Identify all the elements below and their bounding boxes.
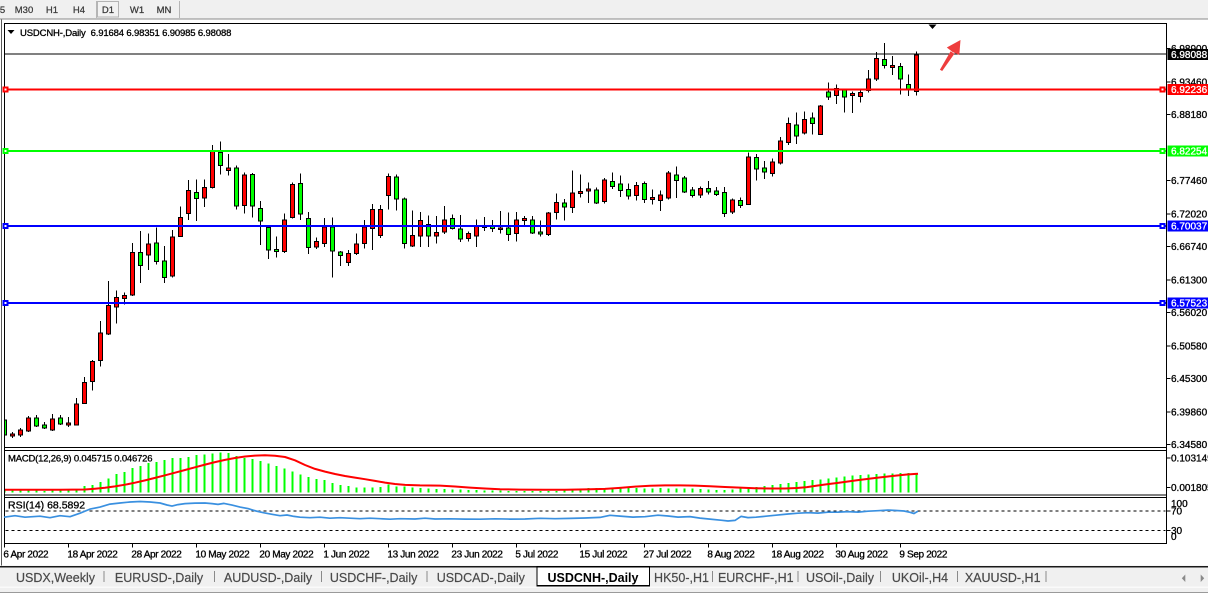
svg-text:1 Jun 2022: 1 Jun 2022 (323, 550, 370, 561)
svg-text:5 Jul 2022: 5 Jul 2022 (515, 550, 558, 561)
svg-text:6.66740: 6.66740 (1171, 242, 1208, 253)
svg-text:6.77460: 6.77460 (1171, 176, 1208, 187)
svg-text:MACD(12,26,9) 0.045715 0.04672: MACD(12,26,9) 0.045715 0.046726 (8, 454, 152, 465)
svg-text:20 May 2022: 20 May 2022 (259, 550, 314, 561)
svg-text:6.45300: 6.45300 (1171, 374, 1208, 385)
svg-text:6 Apr 2022: 6 Apr 2022 (3, 550, 49, 561)
svg-text:RSI(14) 68.5892: RSI(14) 68.5892 (8, 500, 85, 512)
svg-text:100: 100 (1171, 499, 1188, 510)
svg-text:UKOil-,H4: UKOil-,H4 (892, 571, 948, 585)
svg-text:30 Aug 2022: 30 Aug 2022 (835, 550, 888, 561)
svg-text:0.103149: 0.103149 (1171, 454, 1208, 465)
svg-text:6.56020: 6.56020 (1171, 308, 1208, 319)
svg-text:15 Jul 2022: 15 Jul 2022 (579, 550, 628, 561)
svg-text:W1: W1 (130, 5, 144, 16)
svg-text:H1: H1 (46, 5, 58, 16)
svg-text:MN: MN (157, 5, 172, 16)
svg-text:6.70037: 6.70037 (1171, 222, 1208, 233)
svg-text:9 Sep 2022: 9 Sep 2022 (899, 550, 947, 561)
svg-text:23 Jun 2022: 23 Jun 2022 (451, 550, 503, 561)
svg-text:USDCAD-,Daily: USDCAD-,Daily (437, 571, 526, 585)
svg-text:USDCNH-,Daily 6.91684 6.98351: USDCNH-,Daily 6.91684 6.98351 6.90985 6.… (20, 28, 231, 39)
svg-text:5: 5 (0, 5, 5, 16)
svg-text:30: 30 (1171, 526, 1183, 537)
svg-text:10 May 2022: 10 May 2022 (195, 550, 250, 561)
svg-text:6.88180: 6.88180 (1171, 110, 1208, 121)
svg-text:USDCNH-,Daily: USDCNH-,Daily (548, 571, 639, 585)
svg-text:18 Apr 2022: 18 Apr 2022 (67, 550, 118, 561)
svg-text:6.57523: 6.57523 (1171, 299, 1208, 310)
svg-text:6.92236: 6.92236 (1171, 85, 1208, 96)
svg-text:6.34580: 6.34580 (1171, 440, 1208, 451)
svg-text:USDX,Weekly: USDX,Weekly (16, 571, 96, 585)
svg-text:8 Aug 2022: 8 Aug 2022 (707, 550, 755, 561)
svg-text:USOil-,Daily: USOil-,Daily (806, 571, 875, 585)
svg-text:USDCHF-,Daily: USDCHF-,Daily (330, 571, 418, 585)
svg-text:13 Jun 2022: 13 Jun 2022 (387, 550, 439, 561)
svg-text:6.72020: 6.72020 (1171, 210, 1208, 221)
svg-text:XAUUSD-,H1: XAUUSD-,H1 (965, 571, 1041, 585)
svg-text:70: 70 (1171, 507, 1183, 518)
svg-text:EURUSD-,Daily: EURUSD-,Daily (115, 571, 204, 585)
svg-text:0: 0 (1171, 532, 1177, 543)
svg-text:27 Jul 2022: 27 Jul 2022 (643, 550, 692, 561)
svg-text:HK50-,H1: HK50-,H1 (654, 571, 709, 585)
svg-text:0.001805: 0.001805 (1171, 483, 1208, 494)
svg-text:AUDUSD-,Daily: AUDUSD-,Daily (224, 571, 313, 585)
svg-text:6.39860: 6.39860 (1171, 408, 1208, 419)
svg-text:28 Apr 2022: 28 Apr 2022 (131, 550, 182, 561)
svg-text:6.61300: 6.61300 (1171, 276, 1208, 287)
svg-text:M30: M30 (15, 5, 33, 16)
svg-text:H4: H4 (73, 5, 85, 16)
svg-text:EURCHF-,H1: EURCHF-,H1 (718, 571, 794, 585)
svg-text:6.98088: 6.98088 (1171, 50, 1208, 61)
svg-text:D1: D1 (102, 5, 114, 16)
svg-text:6.82254: 6.82254 (1171, 147, 1208, 158)
svg-text:18 Aug 2022: 18 Aug 2022 (771, 550, 824, 561)
svg-text:6.50580: 6.50580 (1171, 342, 1208, 353)
svg-text:6.93460: 6.93460 (1171, 78, 1208, 89)
